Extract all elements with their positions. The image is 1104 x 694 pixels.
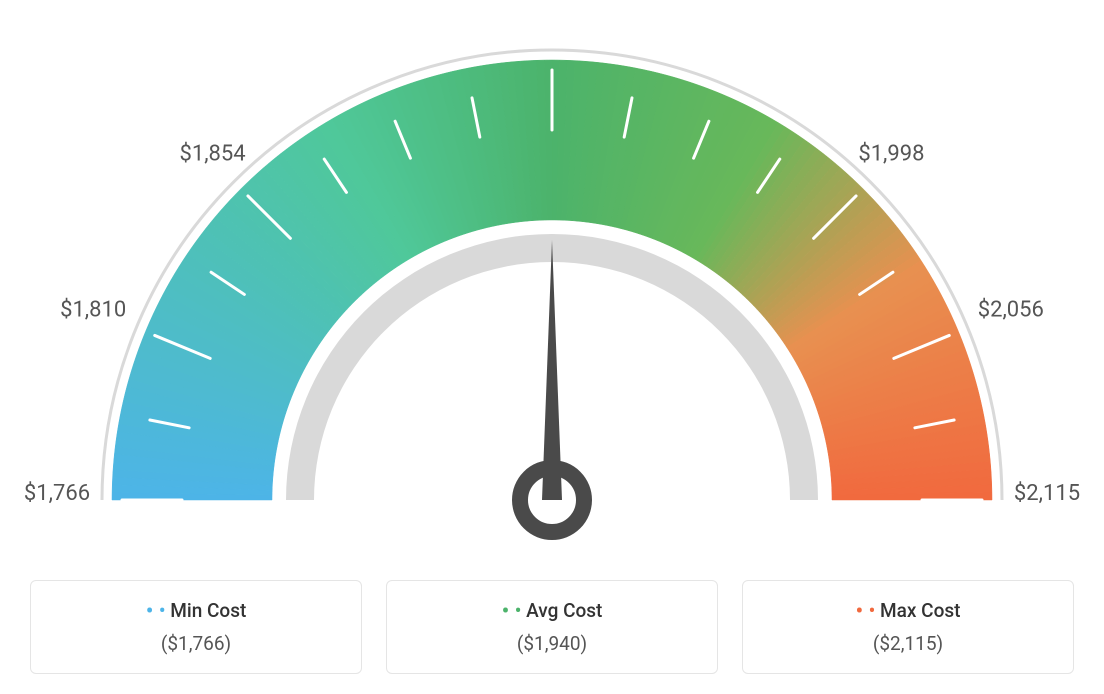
svg-text:$1,766: $1,766	[24, 481, 90, 506]
gauge-svg: $1,766$1,810$1,854$1,940$1,998$2,056$2,1…	[20, 20, 1084, 550]
legend-card-avg: • Avg Cost ($1,940)	[386, 580, 718, 674]
legend-card-max: • Max Cost ($2,115)	[742, 580, 1074, 674]
legend-avg-label: • Avg Cost	[397, 599, 707, 624]
legend-card-min: • Min Cost ($1,766)	[30, 580, 362, 674]
svg-text:$1,998: $1,998	[858, 142, 924, 167]
legend-max-value: ($2,115)	[753, 632, 1063, 655]
svg-text:$2,056: $2,056	[978, 297, 1044, 322]
legend-row: • Min Cost ($1,766) • Avg Cost ($1,940) …	[20, 580, 1084, 674]
svg-text:$1,810: $1,810	[60, 297, 126, 322]
legend-min-value: ($1,766)	[41, 632, 351, 655]
svg-text:$1,854: $1,854	[180, 142, 246, 167]
svg-text:$2,115: $2,115	[1014, 481, 1080, 506]
legend-min-label: • Min Cost	[41, 599, 351, 624]
gauge-svg-container: $1,766$1,810$1,854$1,940$1,998$2,056$2,1…	[20, 20, 1084, 550]
cost-gauge-chart: $1,766$1,810$1,854$1,940$1,998$2,056$2,1…	[20, 20, 1084, 674]
legend-max-label: • Max Cost	[753, 599, 1063, 624]
legend-avg-value: ($1,940)	[397, 632, 707, 655]
